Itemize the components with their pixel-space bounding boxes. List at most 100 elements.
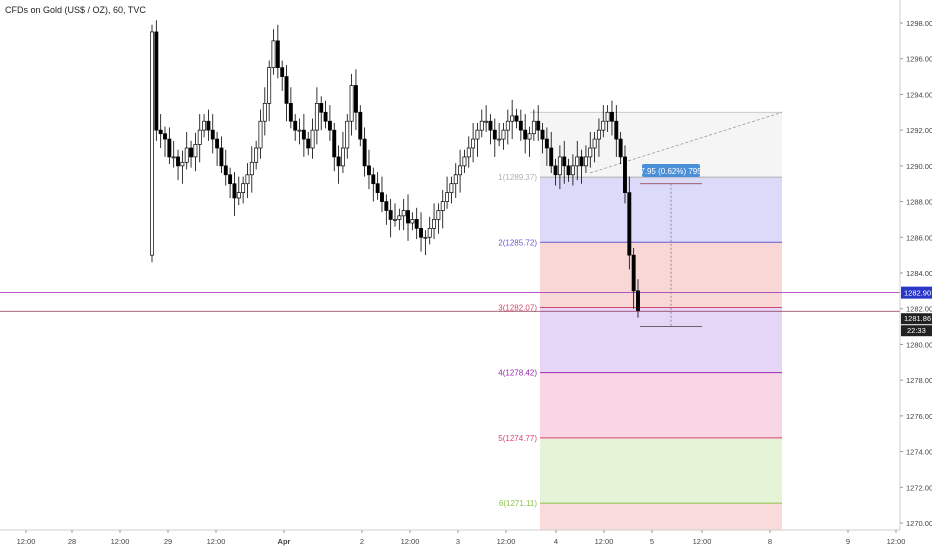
candle bbox=[258, 109, 263, 159]
candle-body bbox=[588, 147, 593, 158]
candle-body bbox=[601, 120, 606, 131]
fib-level-label: 1(1289.37) bbox=[498, 173, 537, 182]
candle bbox=[488, 114, 493, 145]
candle bbox=[479, 109, 484, 138]
candle bbox=[232, 172, 237, 216]
candle bbox=[610, 100, 614, 136]
price-axis[interactable]: 1298.00 1296.00 1294.00 1292.00 1290.00 1288.… bbox=[899, 0, 932, 530]
fib-level-label: 6(1271.11) bbox=[499, 499, 537, 508]
fib-zone bbox=[540, 372, 782, 438]
candlestick-series bbox=[150, 20, 640, 318]
price-marker-upper-box bbox=[901, 286, 932, 299]
fib-zone bbox=[540, 177, 782, 243]
price-tick-label: 1296.00 bbox=[906, 55, 932, 64]
candle-body bbox=[306, 138, 311, 149]
candle bbox=[492, 118, 497, 157]
time-tick-label: 12:00 bbox=[207, 537, 226, 546]
candle-body bbox=[163, 133, 167, 140]
candle bbox=[176, 149, 180, 181]
candle bbox=[636, 279, 640, 318]
candle bbox=[367, 149, 371, 190]
candle bbox=[579, 149, 584, 184]
candle-body bbox=[427, 228, 432, 238]
time-tick-label: 12:00 bbox=[595, 537, 614, 546]
candle-body bbox=[445, 192, 450, 202]
time-tick-label: 12:00 bbox=[887, 537, 906, 546]
candle-body bbox=[245, 174, 250, 185]
candle-body bbox=[458, 165, 463, 176]
candle bbox=[345, 114, 350, 159]
candle bbox=[531, 109, 536, 141]
candle-body bbox=[332, 129, 337, 158]
candle-body bbox=[544, 138, 549, 149]
candle-body bbox=[462, 156, 467, 167]
candle bbox=[475, 123, 480, 157]
candle-body bbox=[193, 144, 198, 158]
candle-body bbox=[171, 156, 176, 159]
candle-body bbox=[570, 165, 575, 176]
candle-body bbox=[345, 120, 350, 149]
candle bbox=[471, 123, 476, 163]
price-tick-label: 1286.00 bbox=[906, 233, 932, 242]
candle bbox=[388, 198, 393, 238]
candle bbox=[202, 114, 207, 138]
candle-body bbox=[340, 147, 345, 167]
candle bbox=[596, 118, 601, 157]
candle-body bbox=[228, 174, 233, 185]
candle bbox=[349, 73, 354, 136]
price-tick-label: 1292.00 bbox=[906, 126, 932, 135]
candle-body bbox=[423, 236, 428, 239]
candle bbox=[297, 118, 302, 145]
candle bbox=[462, 149, 467, 173]
candle bbox=[566, 158, 571, 182]
candle-body bbox=[453, 174, 458, 185]
candle bbox=[293, 114, 298, 141]
candle-body bbox=[323, 111, 328, 122]
candle-body bbox=[471, 138, 476, 149]
candle-body bbox=[553, 165, 558, 176]
candle-body bbox=[518, 120, 523, 131]
candle bbox=[271, 29, 276, 75]
candle bbox=[432, 203, 437, 240]
candle-body bbox=[150, 31, 154, 256]
candle bbox=[449, 176, 454, 204]
candle bbox=[353, 69, 358, 131]
horizontal-lines bbox=[0, 292, 900, 312]
fib-zone bbox=[540, 437, 782, 504]
candle bbox=[614, 105, 619, 157]
candle bbox=[540, 123, 545, 154]
time-axis[interactable]: 12:00 28 12:00 29 12:00 Apr 2 12:00 3 12:00 4 12:00… bbox=[0, 529, 906, 546]
candle-body bbox=[406, 210, 410, 224]
candle-body bbox=[262, 103, 267, 122]
fib-level-label: 2(1285.72) bbox=[498, 238, 537, 247]
candle bbox=[605, 105, 610, 132]
candle bbox=[440, 189, 445, 229]
candle bbox=[319, 96, 324, 131]
candle-body bbox=[401, 210, 406, 217]
candle-body bbox=[623, 156, 627, 193]
candle-body bbox=[384, 201, 389, 211]
price-tick-label: 1298.00 bbox=[906, 19, 932, 28]
candle bbox=[375, 172, 380, 200]
candle bbox=[197, 114, 202, 163]
time-tick-label: 12:00 bbox=[111, 537, 130, 546]
time-tick-label: 12:00 bbox=[17, 537, 36, 546]
fib-level-label: 3(1282.07) bbox=[498, 303, 537, 312]
time-tick-label: Apr bbox=[278, 537, 291, 546]
candle-body bbox=[371, 174, 376, 185]
candle-body bbox=[627, 192, 632, 256]
candle-body bbox=[206, 120, 211, 131]
candle bbox=[241, 176, 246, 204]
candle bbox=[544, 127, 549, 166]
candle-body bbox=[184, 147, 189, 163]
candle bbox=[436, 203, 441, 234]
candle-body bbox=[557, 156, 562, 176]
time-tick-label: 4 bbox=[554, 537, 558, 546]
candle bbox=[536, 105, 541, 141]
candle bbox=[466, 136, 471, 168]
candle-body bbox=[271, 40, 276, 68]
candle-body bbox=[314, 103, 319, 131]
candle bbox=[419, 212, 423, 252]
candle bbox=[557, 145, 562, 190]
